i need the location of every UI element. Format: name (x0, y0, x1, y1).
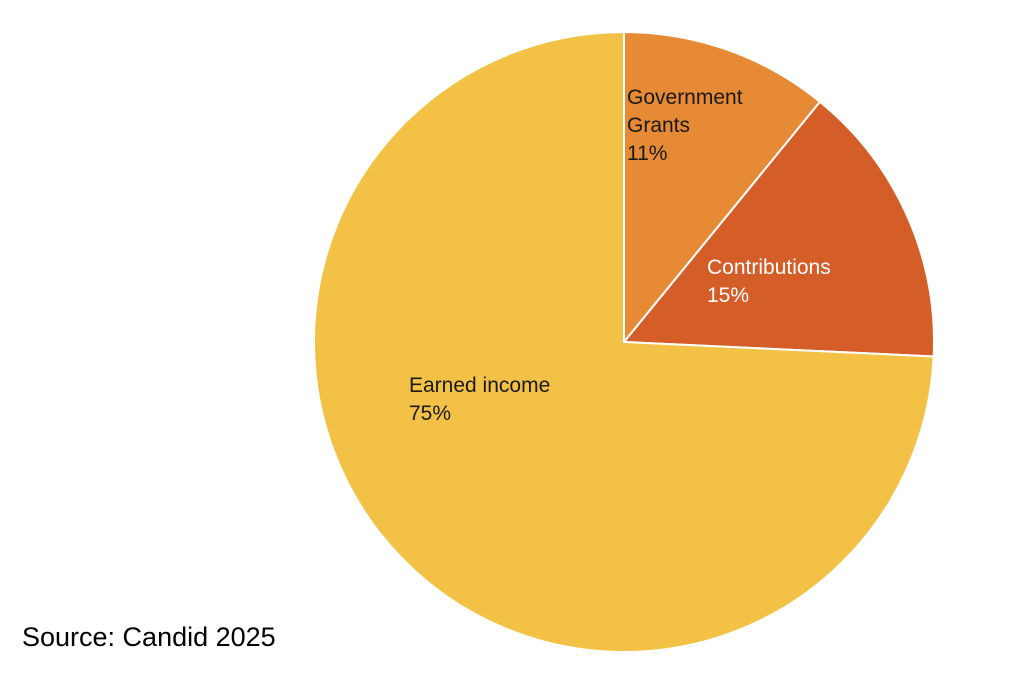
slice-category-label: Contributions (707, 256, 831, 279)
pie-slice-earned-income (313, 30, 935, 653)
slice-value-label: 15% (707, 284, 749, 307)
slice-value-label: 11% (627, 142, 667, 165)
slice-category-label: Government (627, 86, 743, 109)
pie-slice-government-grants (623, 30, 822, 345)
slice-value-label: 75% (409, 402, 451, 425)
slice-label-contributions: Contributions 15% (707, 256, 831, 307)
slice-category-label: Earned income (409, 374, 550, 397)
slice-category-label: Grants (627, 114, 690, 137)
slice-label-earned-income: Earned income 75% (409, 374, 550, 425)
slice-label-government-grants: Government Grants 11% (627, 86, 743, 165)
pie-slice-contributions (621, 100, 936, 358)
source-note: Source: Candid 2025 (22, 622, 276, 652)
